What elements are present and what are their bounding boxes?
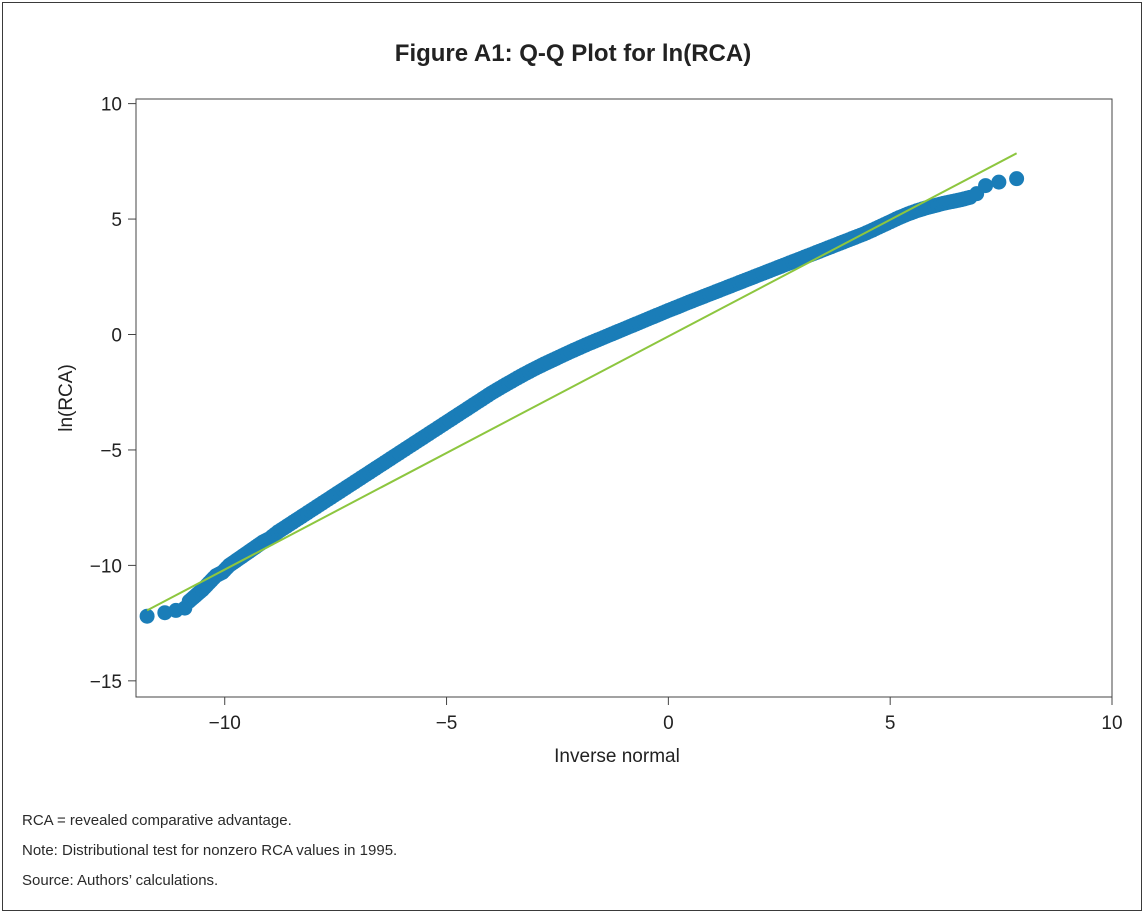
source-note: Source: Authors’ calculations.: [22, 872, 219, 889]
x-axis: −10 −5 0 5 10: [209, 697, 1123, 734]
data-point: [139, 608, 155, 624]
x-tick-label: 10: [1101, 713, 1122, 734]
y-axis: −15 −10 −5 0 5 10: [90, 95, 136, 693]
reference-line-group: [146, 152, 1018, 612]
data-point: [991, 174, 1007, 190]
y-tick-label: 5: [111, 210, 122, 231]
y-tick-label: −5: [100, 441, 122, 462]
x-tick-label: 0: [663, 713, 674, 734]
data-point: [978, 178, 994, 194]
y-axis-label: ln(RCA): [56, 364, 77, 432]
y-tick-label: −10: [90, 556, 122, 577]
y-tick-label: 10: [101, 95, 122, 116]
x-tick-label: −10: [209, 713, 241, 734]
abbreviation-note: RCA = revealed comparative advantage.: [22, 812, 292, 829]
y-tick-label: 0: [111, 326, 122, 347]
x-axis-label: Inverse normal: [554, 746, 680, 767]
x-tick-label: −5: [436, 713, 458, 734]
reference-line: [146, 152, 1018, 612]
plot-area: [135, 98, 1113, 698]
x-tick-label: 5: [885, 713, 896, 734]
data-point: [1009, 171, 1025, 187]
method-note: Note: Distributional test for nonzero RC…: [22, 842, 398, 859]
y-tick-label: −15: [90, 672, 122, 693]
chart-title: Figure A1: Q-Q Plot for ln(RCA): [394, 40, 752, 67]
figure-notes: RCA = revealed comparative advantage. No…: [22, 806, 397, 896]
